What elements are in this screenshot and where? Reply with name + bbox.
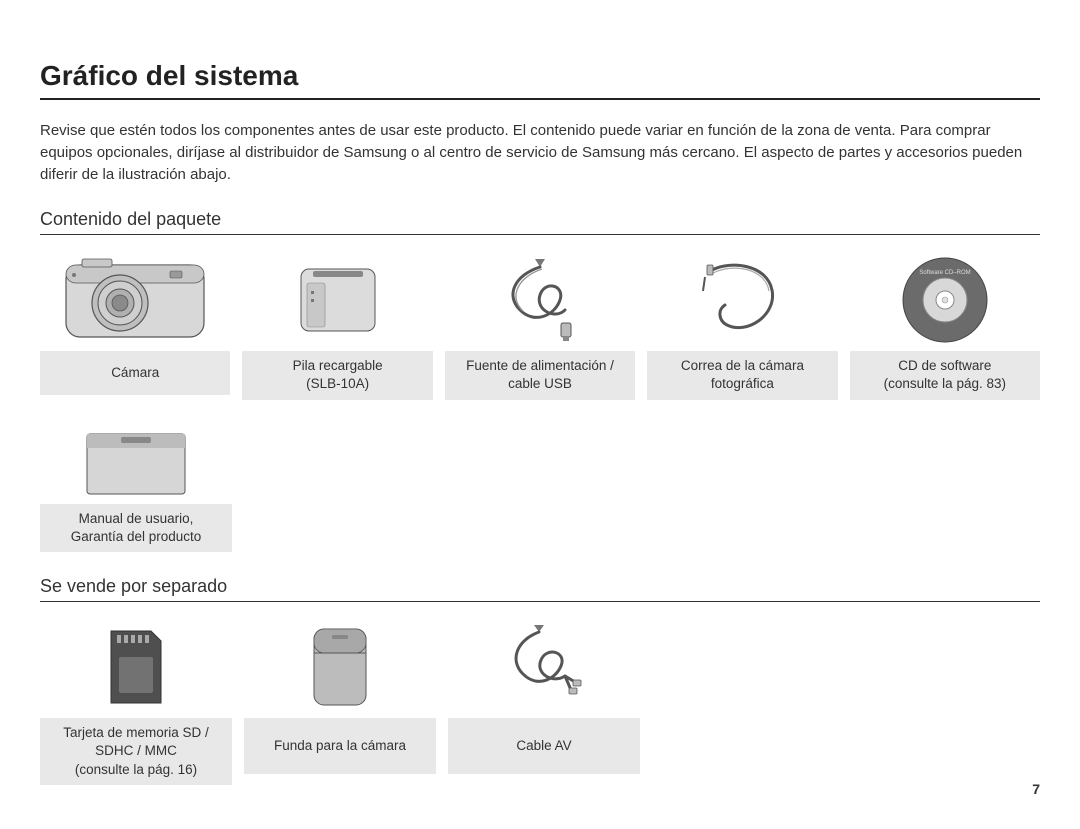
caption-power: Fuente de alimentación / cable USB bbox=[445, 351, 635, 399]
intro-text: Revise que estén todos los componentes a… bbox=[40, 120, 1040, 185]
item-case: Funda para la cámara bbox=[244, 616, 436, 785]
caption-text: Correa de la cámara bbox=[651, 357, 833, 375]
caption-text: SDHC / MMC bbox=[44, 742, 228, 760]
camera-icon bbox=[60, 255, 210, 345]
sd-card-icon bbox=[101, 623, 171, 711]
item-sd-card: Tarjeta de memoria SD / SDHC / MMC (cons… bbox=[40, 616, 232, 785]
separate-row: Tarjeta de memoria SD / SDHC / MMC (cons… bbox=[40, 616, 1040, 785]
contents-row-1: Cámara Pila recargable (SLB-10A) bbox=[40, 249, 1040, 399]
item-power-cable: Fuente de alimentación / cable USB bbox=[445, 249, 635, 399]
item-camera: Cámara bbox=[40, 249, 230, 399]
caption-text: Manual de usuario, bbox=[44, 510, 228, 528]
battery-icon bbox=[293, 261, 383, 339]
caption-sd: Tarjeta de memoria SD / SDHC / MMC (cons… bbox=[40, 718, 232, 785]
caption-text: CD de software bbox=[854, 357, 1036, 375]
caption-text: Garantía del producto bbox=[44, 528, 228, 546]
caption-text: Funda para la cámara bbox=[248, 737, 432, 755]
item-manual: Manual de usuario, Garantía del producto bbox=[40, 424, 232, 552]
cd-inner-text: Software CD–ROM bbox=[919, 270, 970, 276]
page-number: 7 bbox=[1032, 781, 1040, 797]
contents-row-2: Manual de usuario, Garantía del producto bbox=[40, 424, 1040, 552]
caption-text: Pila recargable bbox=[246, 357, 428, 375]
cable-icon bbox=[485, 255, 595, 345]
caption-text: Fuente de alimentación / bbox=[449, 357, 631, 375]
manual-icon bbox=[81, 428, 191, 500]
caption-av: Cable AV bbox=[448, 718, 640, 774]
item-strap: Correa de la cámara fotográfica bbox=[647, 249, 837, 399]
caption-text: Tarjeta de memoria SD / bbox=[44, 724, 228, 742]
section-separate-heading: Se vende por separado bbox=[40, 576, 1040, 602]
case-icon bbox=[304, 621, 376, 713]
item-cd: Software CD–ROM CD de software (consulte… bbox=[850, 249, 1040, 399]
section-contents-heading: Contenido del paquete bbox=[40, 209, 1040, 235]
caption-text: (consulte la pág. 16) bbox=[44, 761, 228, 779]
caption-case: Funda para la cámara bbox=[244, 718, 436, 774]
caption-battery: Pila recargable (SLB-10A) bbox=[242, 351, 432, 399]
caption-manual: Manual de usuario, Garantía del producto bbox=[40, 504, 232, 552]
caption-text: fotográfica bbox=[651, 375, 833, 393]
item-av-cable: Cable AV bbox=[448, 616, 640, 785]
caption-text: cable USB bbox=[449, 375, 631, 393]
strap-icon bbox=[687, 255, 797, 345]
caption-camera: Cámara bbox=[40, 351, 230, 395]
item-battery: Pila recargable (SLB-10A) bbox=[242, 249, 432, 399]
caption-cd: CD de software (consulte la pág. 83) bbox=[850, 351, 1040, 399]
page-title: Gráfico del sistema bbox=[40, 60, 1040, 100]
av-cable-icon bbox=[489, 622, 599, 712]
cd-icon: Software CD–ROM bbox=[897, 252, 993, 348]
caption-text: Cable AV bbox=[452, 737, 636, 755]
caption-text: Cámara bbox=[44, 364, 226, 382]
caption-text: (SLB-10A) bbox=[246, 375, 428, 393]
caption-strap: Correa de la cámara fotográfica bbox=[647, 351, 837, 399]
caption-text: (consulte la pág. 83) bbox=[854, 375, 1036, 393]
